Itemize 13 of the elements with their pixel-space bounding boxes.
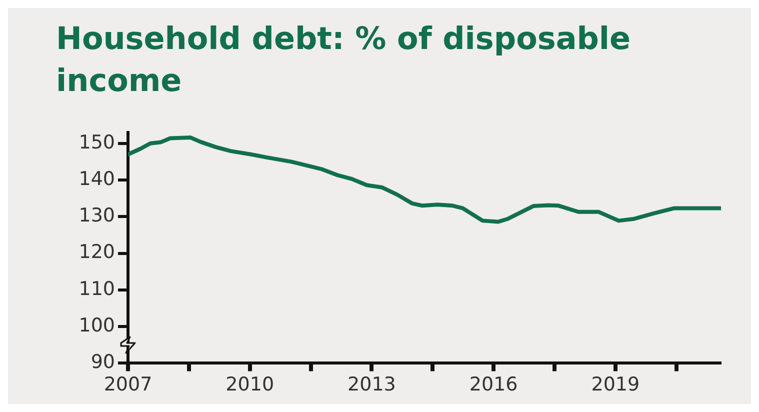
x-tick-label: 2010 (226, 374, 274, 396)
y-tick-label: 150 (78, 131, 115, 154)
y-tick-label: 100 (78, 314, 115, 337)
x-tick-label: 2019 (591, 374, 640, 396)
y-tick-label: 90 (90, 351, 115, 374)
chart-title: Household debt: % of disposable income (56, 20, 632, 101)
x-tick-label: 2016 (469, 374, 518, 396)
y-tick-label: 120 (78, 241, 115, 264)
y-tick-label: 110 (78, 278, 115, 300)
y-tick-label: 140 (78, 168, 115, 190)
x-tick-label: 2013 (348, 374, 396, 396)
x-tick-label: 2007 (104, 374, 152, 396)
y-tick-label: 130 (78, 204, 115, 227)
